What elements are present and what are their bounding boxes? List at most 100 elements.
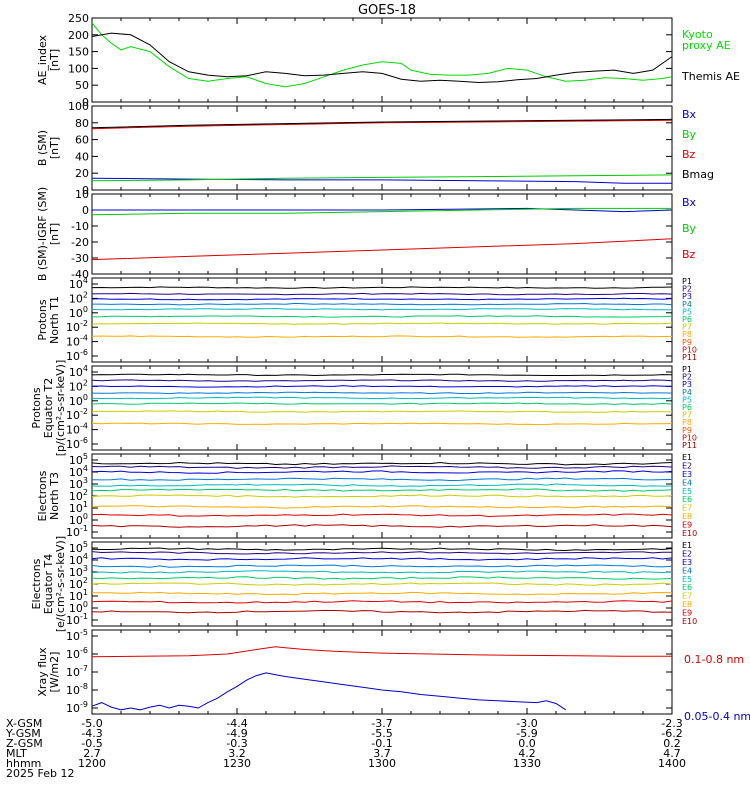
y-tick-label: 10-1 xyxy=(66,524,88,539)
y-tick-label: 200 xyxy=(68,29,89,42)
y-tick-label: -30 xyxy=(71,252,89,265)
series-p_north-p8 xyxy=(91,335,673,338)
footer-value: 1300 xyxy=(368,757,396,770)
series-xray-0-1-0-8-nm xyxy=(91,646,672,658)
footer-row-label: MLT xyxy=(6,747,27,760)
footer-value: -0.3 xyxy=(226,737,247,750)
series-b_sm-bx xyxy=(91,177,672,184)
series-p_eq-p2 xyxy=(91,379,673,382)
legend-p11: P11 xyxy=(682,441,697,450)
legend-p4: P4 xyxy=(682,388,692,397)
series-e_north-e1 xyxy=(91,461,673,466)
legend-e10: E10 xyxy=(682,617,697,626)
legend-bz: Bz xyxy=(682,248,696,261)
y-axis-label: [nT] xyxy=(48,49,61,71)
series-p_eq-p3 xyxy=(91,385,673,388)
y-tick-label: 10-6 xyxy=(66,646,88,661)
legend-p10: P10 xyxy=(682,345,697,354)
series-e_eq-e7 xyxy=(91,582,673,586)
legend-p10: P10 xyxy=(682,433,697,442)
legend-e2: E2 xyxy=(682,461,692,470)
y-tick-label: -20 xyxy=(71,236,89,249)
series-e_eq-e4 xyxy=(91,564,673,568)
y-axis-label: [p/(cm²-s-sr-keV)] xyxy=(54,360,67,457)
legend-e3: E3 xyxy=(682,470,692,479)
y-axis-label: B (SM)-IGRF (SM) xyxy=(36,187,49,281)
y-tick-label: 105 xyxy=(69,540,88,555)
series-ae-kyoto-proxy-ae xyxy=(91,22,673,88)
series-e_north-e5 xyxy=(91,483,673,487)
y-axis-label: Electrons xyxy=(30,558,43,609)
y-axis-label: Xray flux xyxy=(36,647,49,697)
legend-p2: P2 xyxy=(682,285,692,294)
y-tick-label: 100 xyxy=(68,100,89,113)
y-tick-label: 250 xyxy=(68,12,89,25)
series-p_north-p4 xyxy=(92,302,673,306)
legend-e7: E7 xyxy=(682,504,692,513)
y-tick-label: 10-2 xyxy=(66,407,88,422)
legend-e6: E6 xyxy=(682,495,692,504)
legend-p8: P8 xyxy=(682,330,692,339)
legend-e6: E6 xyxy=(682,583,692,592)
series-e_north-e2 xyxy=(91,465,673,469)
legend-by: By xyxy=(682,222,697,235)
series-e_north-e8 xyxy=(91,505,673,509)
series-p_north-p6 xyxy=(91,315,673,318)
y-tick-label: 10-2 xyxy=(66,319,88,334)
series-ae-themis-ae xyxy=(91,32,673,84)
legend-p2: P2 xyxy=(682,373,692,382)
series-p_eq-p5 xyxy=(91,396,673,400)
series-p_eq-p6 xyxy=(91,402,673,405)
series-e_eq-e5 xyxy=(91,570,673,574)
legend-e1: E1 xyxy=(682,453,692,462)
y-axis-label: Protons xyxy=(36,299,49,340)
legend-e4: E4 xyxy=(682,478,692,487)
legend-p1: P1 xyxy=(682,365,692,374)
legend-p1: P1 xyxy=(682,277,692,286)
legend-p5: P5 xyxy=(682,395,692,404)
legend-p3: P3 xyxy=(682,380,692,389)
legend-p8: P8 xyxy=(682,418,692,427)
series-p_eq-p7 xyxy=(91,410,673,413)
y-tick-label: 80 xyxy=(75,117,89,130)
y-tick-label: 100 xyxy=(69,600,88,615)
series-b_igrf-bx xyxy=(92,207,673,213)
y-tick-label: 10-5 xyxy=(66,628,88,643)
y-tick-label: 10-9 xyxy=(66,700,88,715)
footer-value: 1330 xyxy=(513,757,541,770)
footer-layer: X-GSM -5.0 -4.4 -3.7 -3.0 -2.3 Y-GSM -4.3 -4.9 -5… xyxy=(5,717,686,780)
footer-value: 3.2 xyxy=(228,747,246,760)
series-b_sm-by xyxy=(91,174,673,182)
series-p_north-p3 xyxy=(91,297,673,301)
y-tick-label: 0 xyxy=(82,184,89,197)
legend-bmag: Bmag xyxy=(682,168,714,181)
footer-value: -5.5 xyxy=(371,727,392,740)
footer-value: -3.7 xyxy=(371,717,392,730)
legend-p9: P9 xyxy=(682,426,692,435)
y-axis-label: [nT] xyxy=(48,223,61,245)
series-b_sm-bz xyxy=(91,119,673,130)
footer-value: -5.0 xyxy=(81,717,102,730)
series-p_north-p2 xyxy=(91,292,673,296)
footer-value: -0.5 xyxy=(81,737,102,750)
y-tick-label: 102 xyxy=(69,290,88,305)
series-p_north-p7 xyxy=(91,322,673,325)
legend-e5: E5 xyxy=(682,487,692,496)
panel-frame xyxy=(91,629,673,715)
series-p_north-p5 xyxy=(91,307,673,311)
legend-p7: P7 xyxy=(682,323,692,332)
legend-0-05-0-4-nm: 0.05-0.4 nm xyxy=(684,710,750,723)
legend-bx: Bx xyxy=(682,196,697,209)
y-axis-label: [e/(cm²-s-sr-keV)] xyxy=(54,536,67,632)
legend-0-1-0-8-nm: 0.1-0.8 nm xyxy=(684,653,744,666)
y-tick-label: 10-8 xyxy=(66,682,88,697)
y-tick-label: 104 xyxy=(69,552,88,567)
footer-value: -4.3 xyxy=(81,727,102,740)
legend-bx: Bx xyxy=(682,108,697,121)
y-tick-label: 102 xyxy=(69,576,88,591)
series-p_eq-p1 xyxy=(91,373,673,377)
